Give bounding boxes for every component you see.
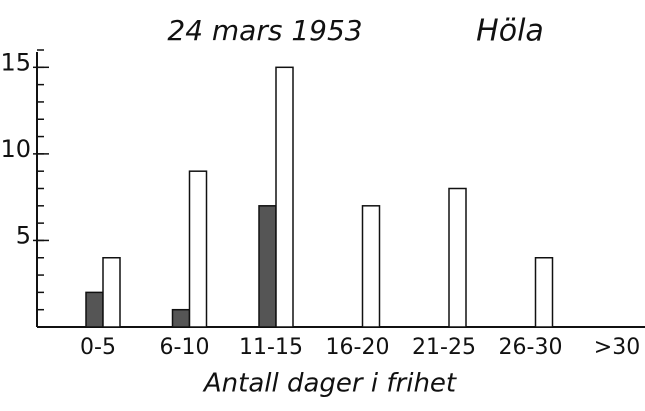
x-tick-label: 11-15 [239, 335, 303, 360]
x-tick-label: 0-5 [80, 335, 116, 360]
bar [275, 66, 294, 328]
x-tick-label: 6-10 [160, 335, 210, 360]
x-tick-label: 26-30 [499, 335, 563, 360]
bar [102, 257, 121, 328]
bar [448, 187, 467, 328]
bar [85, 291, 104, 328]
x-tick-label: 16-20 [326, 335, 390, 360]
x-axis-label: Antall dager i frihet [202, 369, 457, 399]
y-tick-label: 10 [0, 135, 31, 163]
bar [171, 308, 191, 328]
chart-title: 24 mars 1953 [167, 14, 362, 47]
x-tick-label: >30 [594, 335, 640, 360]
bar [188, 170, 208, 328]
bar [534, 257, 554, 328]
y-tick-label: 15 [0, 48, 31, 76]
chart-subtitle: Höla [476, 14, 544, 49]
x-tick-label: 21-25 [412, 335, 476, 360]
bar [258, 205, 277, 328]
y-tick-label: 5 [16, 221, 31, 249]
bar [361, 205, 381, 328]
